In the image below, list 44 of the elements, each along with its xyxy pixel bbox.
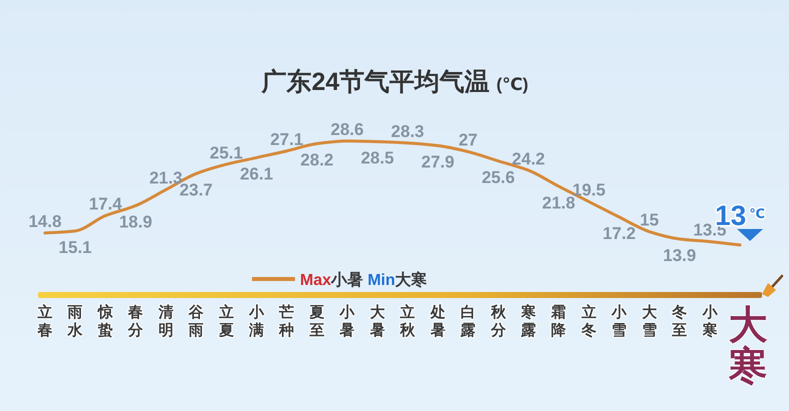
data-label: 28.3	[391, 122, 424, 141]
data-label: 26.1	[240, 164, 274, 184]
data-label: 27	[458, 130, 478, 150]
data-label: 14.8	[28, 212, 62, 231]
x-tick-label: 小满	[248, 304, 266, 339]
x-tick-label: 白露	[460, 304, 476, 339]
x-tick-label: 雨水	[66, 304, 84, 339]
x-tick-label: 处暑	[429, 304, 446, 339]
data-label: 17.4	[88, 194, 123, 214]
x-tick-label: 清明	[157, 304, 174, 339]
x-tick-label: 立夏	[218, 303, 234, 339]
x-tick-label: 小暑	[338, 304, 356, 339]
x-tick-label: 立春	[36, 303, 52, 339]
chart-title: 广东24节气平均气温 (℃)	[260, 68, 528, 96]
data-label: 27.1	[270, 130, 304, 149]
data-label: 18.9	[119, 212, 152, 232]
data-label: 27.9	[421, 152, 454, 172]
x-tick-label: 立冬	[580, 303, 596, 339]
data-label: 28.6	[330, 120, 364, 139]
data-label: 28.5	[360, 148, 394, 168]
x-tick-label: 小雪	[610, 304, 628, 339]
data-label: 15	[640, 210, 659, 230]
x-tick-label: 寒露	[520, 303, 536, 339]
x-tick-label: 夏至	[308, 304, 324, 339]
x-tick-label: 冬至	[671, 304, 688, 339]
data-label: 25.6	[482, 168, 515, 187]
x-tick-label: 惊蛰	[96, 303, 113, 339]
x-tick-label: 大雪	[642, 304, 658, 339]
x-tick-label: 谷雨	[188, 304, 205, 339]
data-label: 17.2	[602, 224, 636, 243]
data-label: 24.2	[512, 149, 546, 168]
x-tick-label: 霜降	[550, 304, 568, 339]
x-tick-label: 立秋	[399, 303, 416, 339]
x-tick-label: 小寒	[701, 304, 718, 339]
data-label: 25.1	[210, 143, 243, 162]
data-label: 28.2	[300, 150, 334, 170]
x-tick-label: 大寒	[728, 304, 768, 388]
x-tick-label: 春分	[127, 304, 144, 339]
data-label: 15.1	[58, 238, 92, 257]
x-tick-label: 芒种	[278, 304, 294, 339]
data-label: 13.9	[663, 246, 696, 265]
legend-label: Max小暑 Min大寒	[300, 270, 428, 289]
x-tick-label: 秋分	[490, 304, 507, 339]
x-tick-label: 大暑	[368, 304, 386, 339]
